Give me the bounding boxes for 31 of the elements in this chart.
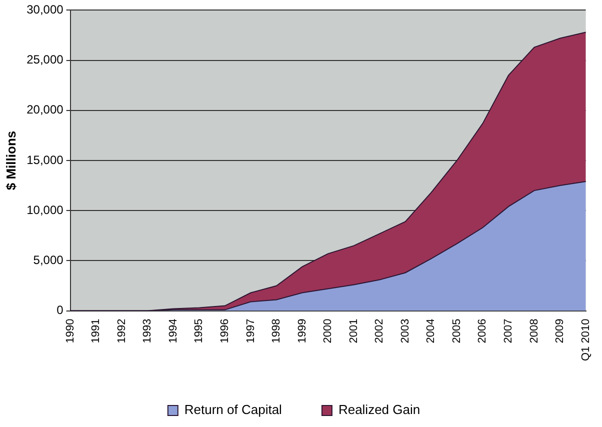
x-tick-label: 1994 <box>167 318 180 344</box>
x-tick-label: 1993 <box>142 318 154 344</box>
x-tick-label: 2009 <box>554 318 566 344</box>
legend-label: Realized Gain <box>338 402 420 418</box>
x-tick-label: 2000 <box>322 318 334 344</box>
x-tick-label: 1998 <box>270 318 283 344</box>
x-tick-label: 2006 <box>476 318 489 344</box>
y-axis-title: $ Millions <box>3 130 18 190</box>
y-tick-label: 5,000 <box>33 253 64 268</box>
x-tick-label: 2005 <box>450 318 463 344</box>
y-tick-label: 30,000 <box>26 2 64 17</box>
y-tick-label: 0 <box>56 303 64 318</box>
y-tick-label: 20,000 <box>26 102 64 117</box>
x-tick-label: 2004 <box>425 318 438 344</box>
x-tick-label: 2002 <box>374 318 386 344</box>
x-tick-label: 2007 <box>502 318 515 344</box>
x-tick-label: 2003 <box>399 318 412 344</box>
y-tick-label: 25,000 <box>26 52 64 67</box>
y-tick-label: 15,000 <box>26 152 64 167</box>
x-tick-label: Q1 2010 <box>580 318 592 361</box>
x-tick-label: 1992 <box>116 318 128 344</box>
x-tick-label: 2001 <box>348 318 360 344</box>
x-tick-label: 1997 <box>244 318 257 344</box>
y-tick-label: 10,000 <box>26 202 64 217</box>
x-tick-label: 1990 <box>64 318 76 344</box>
x-tick-label: 1995 <box>193 318 206 344</box>
x-tick-label: 1999 <box>296 318 308 344</box>
x-tick-label: 1996 <box>218 318 231 344</box>
x-tick-label: 1991 <box>90 318 102 344</box>
x-tick-label: 2008 <box>528 318 540 344</box>
legend-label: Return of Capital <box>184 402 282 418</box>
